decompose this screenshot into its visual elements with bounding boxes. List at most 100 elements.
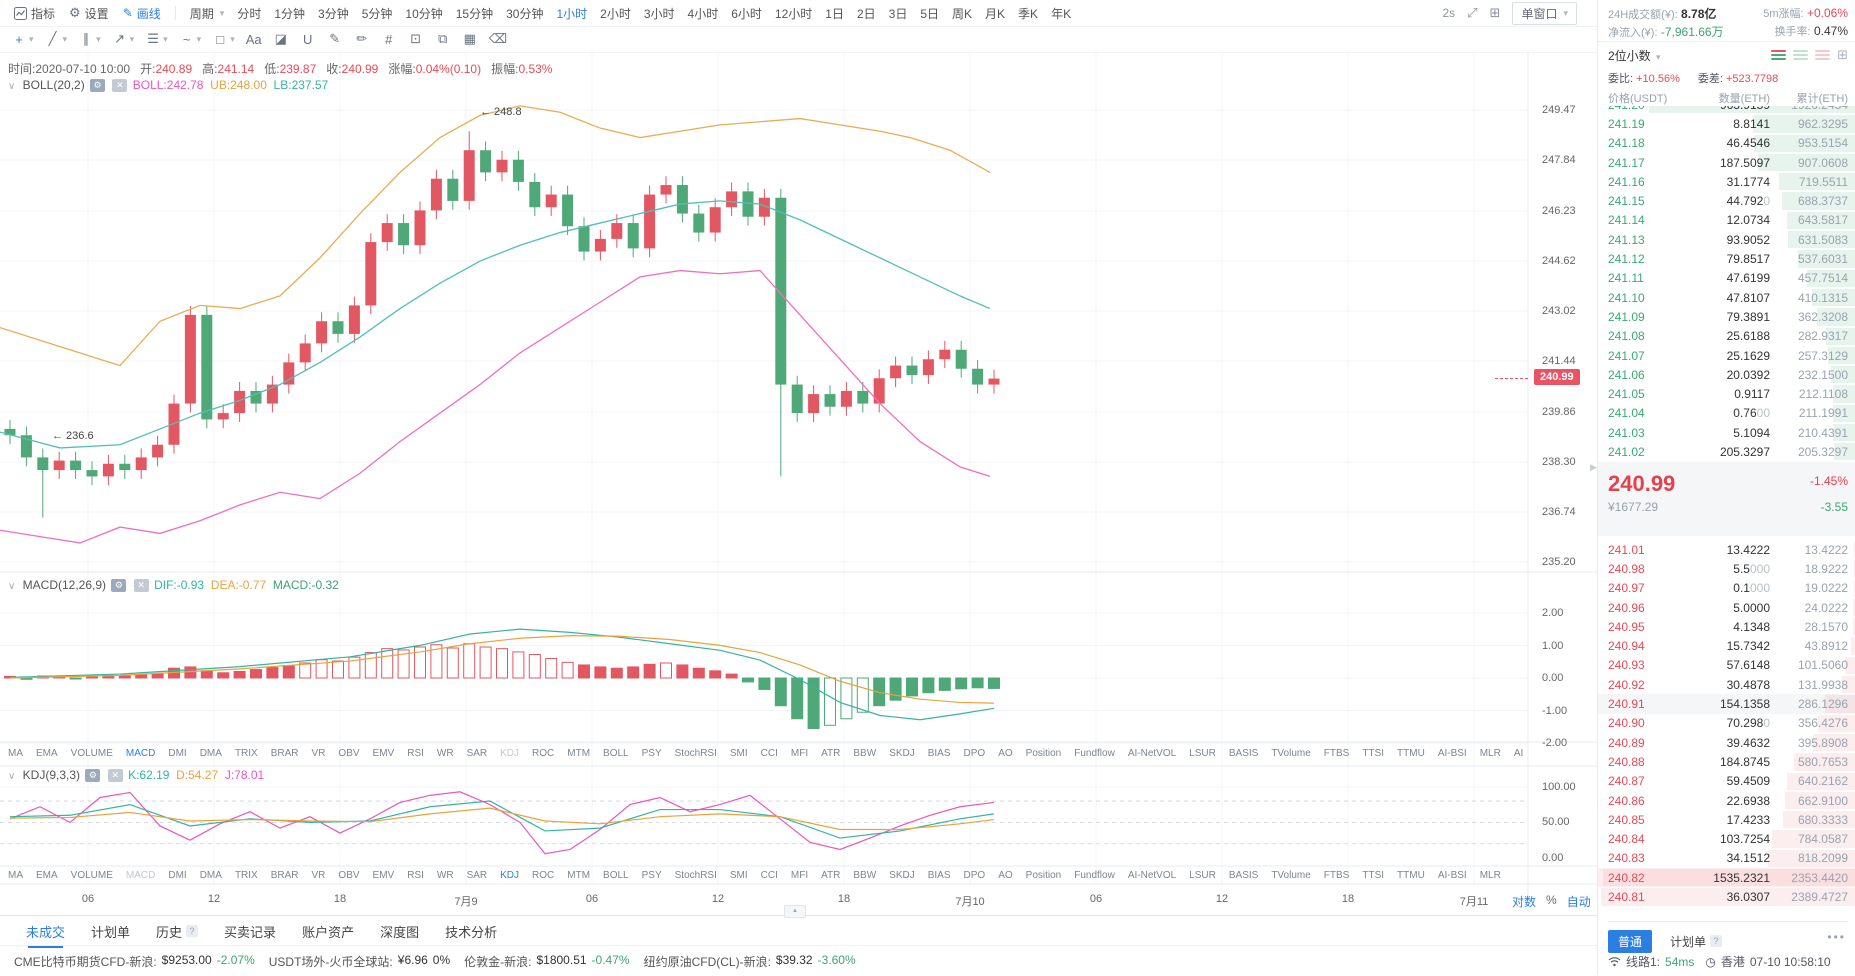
delete-tool[interactable]: ⌫: [489, 31, 507, 47]
ask-row-241.08[interactable]: 241.08 25.6188 282.9317: [1598, 327, 1855, 346]
indicator-tab-basis[interactable]: BASIS: [1228, 869, 1259, 881]
bottom-tab-技术分析[interactable]: 技术分析: [445, 922, 497, 941]
indicator-tab-mtm[interactable]: MTM: [567, 869, 591, 881]
screenshot-tool[interactable]: ⊡: [408, 31, 424, 47]
indicator-tab-trix[interactable]: TRIX: [234, 869, 258, 881]
timeframe-分时[interactable]: 分时: [237, 6, 262, 21]
indicator-tab-mfi[interactable]: MFI: [790, 747, 809, 759]
indicator-tab-fundflow[interactable]: Fundflow: [1074, 747, 1115, 759]
view-bids-icon[interactable]: [1815, 49, 1831, 62]
indicator-tab-lsur[interactable]: LSUR: [1189, 747, 1216, 759]
indicator-tab-ma[interactable]: MA: [8, 747, 23, 759]
bottom-tab-历史[interactable]: 历史?: [156, 922, 199, 941]
trend-line-tool[interactable]: ╱ ▾: [45, 31, 67, 47]
timeframe-4小时[interactable]: 4小时: [687, 6, 719, 21]
indicator-tab-ttmu[interactable]: TTMU: [1397, 869, 1425, 881]
indicator-tab-volume[interactable]: VOLUME: [70, 869, 113, 881]
indicator-tab-dpo[interactable]: DPO: [963, 869, 986, 881]
indicator-tab-rsi[interactable]: RSI: [407, 747, 424, 759]
indicator-tab-tvolume[interactable]: TVolume: [1271, 747, 1311, 759]
timeframe-2日[interactable]: 2日: [856, 6, 876, 21]
wave-tool[interactable]: ~ ▾: [179, 32, 201, 47]
bid-row-240.90[interactable]: 240.90 70.2980 356.4276: [1598, 714, 1855, 733]
bid-row-240.86[interactable]: 240.86 22.6938 662.9100: [1598, 791, 1855, 810]
bid-row-240.81[interactable]: 240.81 36.0307 2389.4727: [1598, 887, 1855, 906]
indicator-tab-dma[interactable]: DMA: [199, 747, 222, 759]
ask-row-241.19[interactable]: 241.19 8.8141 962.3295: [1598, 114, 1855, 133]
indicator-tab-macd[interactable]: MACD: [125, 747, 156, 759]
bid-row-240.87[interactable]: 240.87 59.4509 640.2162: [1598, 772, 1855, 791]
bid-row-240.96[interactable]: 240.96 5.0000 24.0222: [1598, 598, 1855, 617]
bottom-tab-深度图[interactable]: 深度图: [380, 922, 419, 941]
indicator-tab-wr[interactable]: WR: [436, 747, 454, 759]
plan-order-button[interactable]: 计划单 ?: [1670, 933, 1723, 950]
rectangle-tool[interactable]: □ ▾: [212, 32, 234, 47]
indicator-tab-dpo[interactable]: DPO: [963, 747, 986, 759]
timeframe-3分钟[interactable]: 3分钟: [318, 6, 349, 21]
indicator-tab-ema[interactable]: EMA: [36, 747, 58, 759]
bid-row-240.98[interactable]: 240.98 5.5000 18.9222: [1598, 559, 1855, 578]
timeframe-5分钟[interactable]: 5分钟: [361, 6, 393, 21]
indicator-tab-brar[interactable]: BRAR: [270, 869, 299, 881]
indicator-tab-ai-netvol[interactable]: AI-NetVOL: [1127, 747, 1177, 759]
indicator-tab-psy[interactable]: PSY: [641, 747, 662, 759]
bottom-tab-未成交[interactable]: 未成交: [26, 922, 65, 948]
bid-row-240.82[interactable]: 240.82 1535.2321 2353.4420: [1598, 868, 1855, 888]
bid-row-240.83[interactable]: 240.83 34.1512 818.2099: [1598, 849, 1855, 868]
indicator-tab-roc[interactable]: ROC: [532, 869, 555, 881]
measure-tool[interactable]: #: [381, 32, 397, 47]
indicator-settings-icon[interactable]: ⚙: [90, 79, 106, 92]
indicator-tab-tvolume[interactable]: TVolume: [1271, 869, 1311, 881]
indicator-tab-ftbs[interactable]: FTBS: [1323, 747, 1350, 759]
timeframe-2小时[interactable]: 2小时: [600, 6, 631, 21]
collapse-caret-icon[interactable]: ∨: [8, 771, 16, 782]
horizontal-line-tool[interactable]: ☰ ▾: [145, 31, 167, 47]
time-axis[interactable]: 06 12 18 7月9 06 12 18 7月10 06 12 18 7月11: [0, 886, 1528, 912]
view-both-icon[interactable]: [1771, 49, 1787, 62]
indicator-tab-psy[interactable]: PSY: [641, 869, 662, 881]
indicator-tab-ftbs[interactable]: FTBS: [1323, 869, 1350, 881]
timeframe-30分钟[interactable]: 30分钟: [506, 6, 544, 21]
collapse-caret-icon[interactable]: ∨: [8, 581, 16, 592]
indicator-tab-skdj[interactable]: SKDJ: [889, 869, 915, 881]
decimals-dropdown[interactable]: 2位小数 ▾: [1608, 48, 1661, 63]
timeframe-月K[interactable]: 月K: [985, 6, 1006, 21]
ask-row-241.15[interactable]: 241.15 44.7920 688.3737: [1598, 191, 1855, 210]
indicator-tab-bias[interactable]: BIAS: [927, 747, 951, 759]
ask-row-241.03[interactable]: 241.03 5.1094 210.4391: [1598, 423, 1855, 442]
window-mode-button[interactable]: 单窗口 ▾: [1512, 1, 1577, 25]
bottom-tab-计划单[interactable]: 计划单: [91, 922, 130, 941]
indicator-tab-stochrsi[interactable]: StochRSI: [674, 747, 717, 759]
bid-row-240.84[interactable]: 240.84 103.7254 784.0587: [1598, 829, 1855, 848]
bid-row-240.93[interactable]: 240.93 57.6148 101.5060: [1598, 656, 1855, 675]
indicator-tab-vr[interactable]: VR: [311, 869, 326, 881]
price-chart-canvas[interactable]: [0, 0, 1597, 915]
indicator-tab-mlr[interactable]: MLR: [1479, 869, 1501, 881]
timeframe-1日[interactable]: 1日: [825, 6, 844, 21]
refresh-interval[interactable]: 2s: [1442, 6, 1456, 20]
arrow-tool[interactable]: ↗ ▾: [112, 31, 134, 47]
indicator-settings-icon[interactable]: ⚙: [85, 769, 101, 782]
indicator-tab-ao[interactable]: AO: [998, 869, 1013, 881]
right-panel-handle[interactable]: ▶: [1590, 462, 1597, 472]
indicator-tab-dmi[interactable]: DMI: [168, 747, 187, 759]
pen-tool[interactable]: ✏: [354, 31, 370, 47]
ask-row-241.13[interactable]: 241.13 93.9052 631.5083: [1598, 230, 1855, 249]
ask-row-241.10[interactable]: 241.10 47.8107 410.1315: [1598, 288, 1855, 307]
panel-grid-icon[interactable]: ⊞: [1837, 47, 1848, 62]
bid-row-240.94[interactable]: 240.94 15.7342 43.8912: [1598, 636, 1855, 655]
copy-tool[interactable]: ⧉: [435, 31, 451, 47]
indicator-tab-sar[interactable]: SAR: [466, 869, 488, 881]
indicator-tab-mtm[interactable]: MTM: [567, 747, 591, 759]
calendar-tool[interactable]: ▦: [462, 31, 478, 47]
parallel-channel-tool[interactable]: ∥ ▾: [78, 31, 101, 47]
timeframe-季K[interactable]: 季K: [1018, 6, 1039, 21]
ask-row-241.05[interactable]: 241.05 0.9117 212.1108: [1598, 384, 1855, 403]
indicator-tab-boll[interactable]: BOLL: [603, 869, 629, 881]
log-scale-button[interactable]: 对数: [1512, 895, 1537, 909]
bid-row-240.85[interactable]: 240.85 17.4233 680.3333: [1598, 810, 1855, 829]
indicator-tab-mlr[interactable]: MLR: [1479, 747, 1501, 759]
indicator-close-icon[interactable]: ✕: [107, 769, 123, 782]
indicator-tab-emv[interactable]: EMV: [372, 869, 395, 881]
bid-row-240.88[interactable]: 240.88 184.8745 580.7653: [1598, 752, 1855, 771]
